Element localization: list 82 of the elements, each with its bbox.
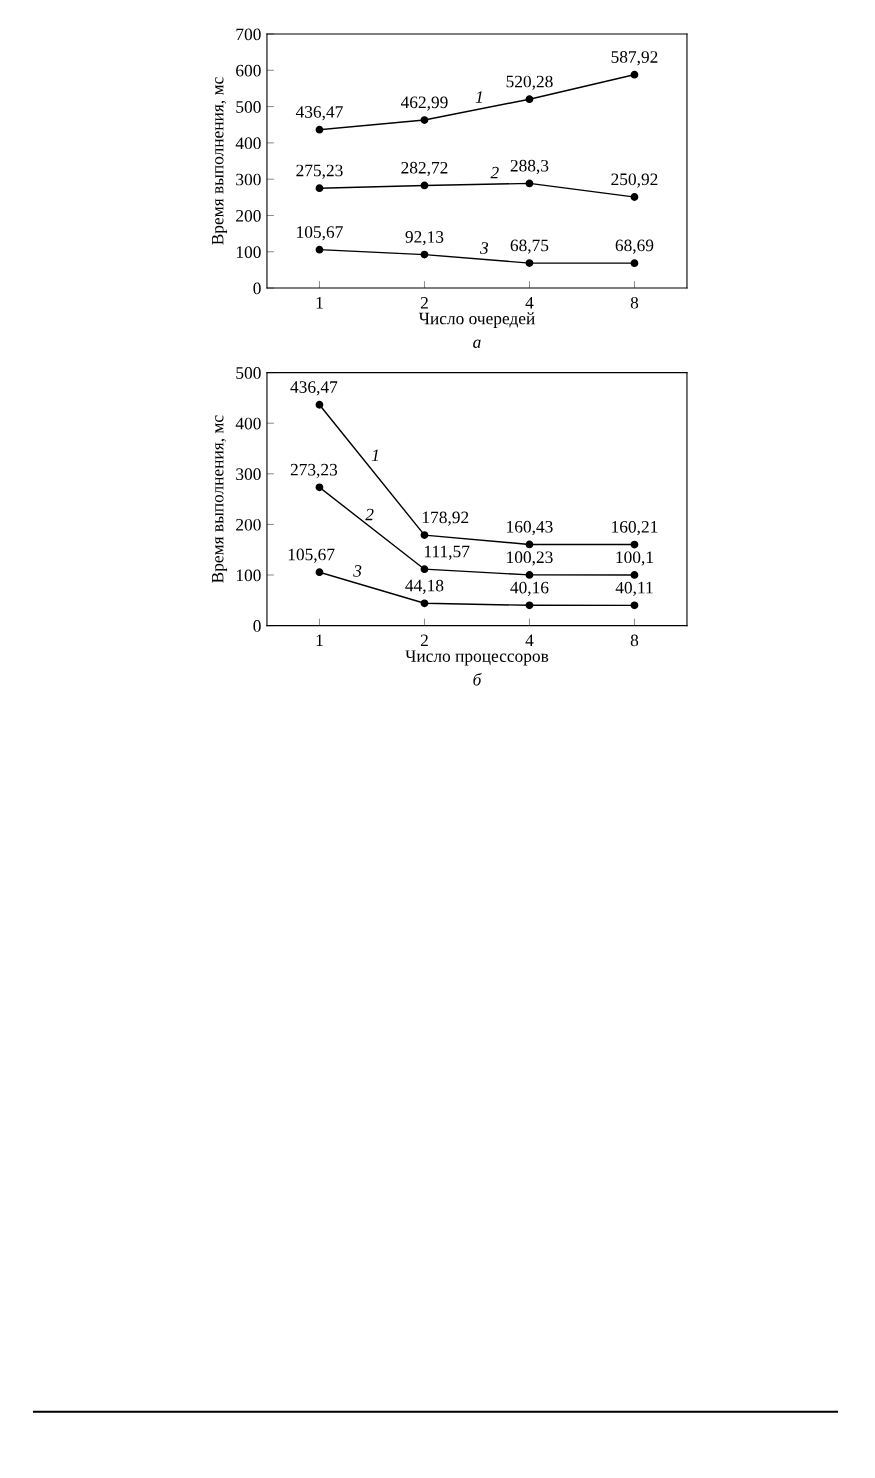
- data-label: 436,47: [295, 106, 343, 121]
- point: [315, 400, 324, 409]
- point: [315, 125, 324, 134]
- point: [525, 179, 534, 188]
- point: [315, 568, 324, 577]
- point: [630, 601, 639, 610]
- y-tick-label: 100: [236, 569, 261, 582]
- point: [525, 540, 534, 549]
- data-label: 250,92: [611, 173, 658, 188]
- y-tick-label: 400: [235, 137, 261, 150]
- x-axis-title: Число процессоров: [405, 650, 549, 666]
- point: [525, 259, 534, 267]
- data-label: 436,47: [290, 381, 338, 396]
- point: [630, 70, 639, 79]
- data-label: 44,18: [405, 579, 444, 594]
- data-label: 275,23: [296, 164, 343, 179]
- text: а: [473, 339, 481, 348]
- x-tick-label: 1: [316, 634, 323, 647]
- y-tick-label: 700: [236, 28, 261, 41]
- x-tick-label: 2: [420, 296, 428, 309]
- x-tick-label: 4: [525, 634, 534, 647]
- series-label: 3: [479, 242, 489, 254]
- y-tick-label: 500: [236, 367, 261, 379]
- data-label: 68,69: [615, 239, 654, 254]
- point: [525, 95, 534, 104]
- point: [420, 250, 429, 259]
- y-axis-title: Время выполнения, мс: [211, 77, 228, 245]
- point: [630, 193, 639, 201]
- data-label: 105,67: [288, 548, 335, 563]
- series-label: 2: [490, 166, 499, 179]
- x-tick-label: 4: [525, 297, 534, 309]
- point: [420, 116, 429, 124]
- point: [420, 181, 429, 190]
- y-tick-label: 600: [236, 64, 261, 77]
- point: [630, 571, 639, 579]
- x-tick-label: 1: [316, 296, 323, 309]
- x-axis-title: Число очередей: [418, 312, 535, 328]
- x-tick-label: 8: [630, 296, 639, 309]
- point: [420, 531, 429, 539]
- y-tick-label: 200: [236, 518, 261, 531]
- y-tick-label: 0: [253, 282, 261, 295]
- point: [315, 184, 324, 193]
- series-label: 1: [371, 449, 378, 462]
- point: [525, 601, 534, 610]
- point: [630, 540, 639, 549]
- y-tick-label: 300: [236, 173, 261, 186]
- data-label: 100,1: [616, 551, 653, 566]
- data-label: 160,43: [507, 520, 553, 536]
- y-tick-label: 100: [236, 246, 261, 258]
- point: [630, 259, 639, 268]
- data-label: 111,57: [424, 545, 470, 560]
- data-label: 520,28: [506, 75, 553, 90]
- point: [420, 565, 429, 574]
- point: [420, 599, 429, 608]
- y-tick-label: 300: [236, 468, 261, 481]
- data-label: 40,11: [615, 581, 653, 596]
- y-tick-label: 200: [236, 209, 261, 222]
- data-label: 587,92: [611, 51, 658, 66]
- data-label: 105,67: [297, 226, 343, 241]
- x-tick-label: 8: [630, 634, 639, 647]
- data-label: 462,99: [400, 96, 448, 111]
- data-label: 273,23: [290, 463, 338, 478]
- point: [315, 245, 324, 254]
- point: [315, 483, 324, 492]
- text: б: [473, 672, 482, 686]
- x-tick-label: 2: [420, 634, 428, 647]
- y-tick-label: 500: [236, 101, 261, 113]
- series-label: 1: [475, 91, 482, 103]
- point: [525, 571, 534, 579]
- y-tick-label: 400: [235, 417, 261, 430]
- data-label: 92,13: [405, 231, 444, 246]
- data-label: 160,21: [612, 520, 658, 536]
- series-label: 2: [365, 508, 374, 521]
- y-axis-title: Время выполнения, мс: [211, 415, 228, 583]
- data-label: 178,92: [422, 511, 469, 526]
- data-label: 100,23: [507, 551, 553, 566]
- data-label: 68,75: [510, 239, 549, 254]
- y-tick-label: 0: [253, 620, 261, 632]
- data-label: 288,3: [510, 159, 549, 175]
- series-label: 3: [353, 565, 362, 577]
- data-label: 40,16: [510, 581, 549, 596]
- data-label: 282,72: [401, 161, 448, 177]
